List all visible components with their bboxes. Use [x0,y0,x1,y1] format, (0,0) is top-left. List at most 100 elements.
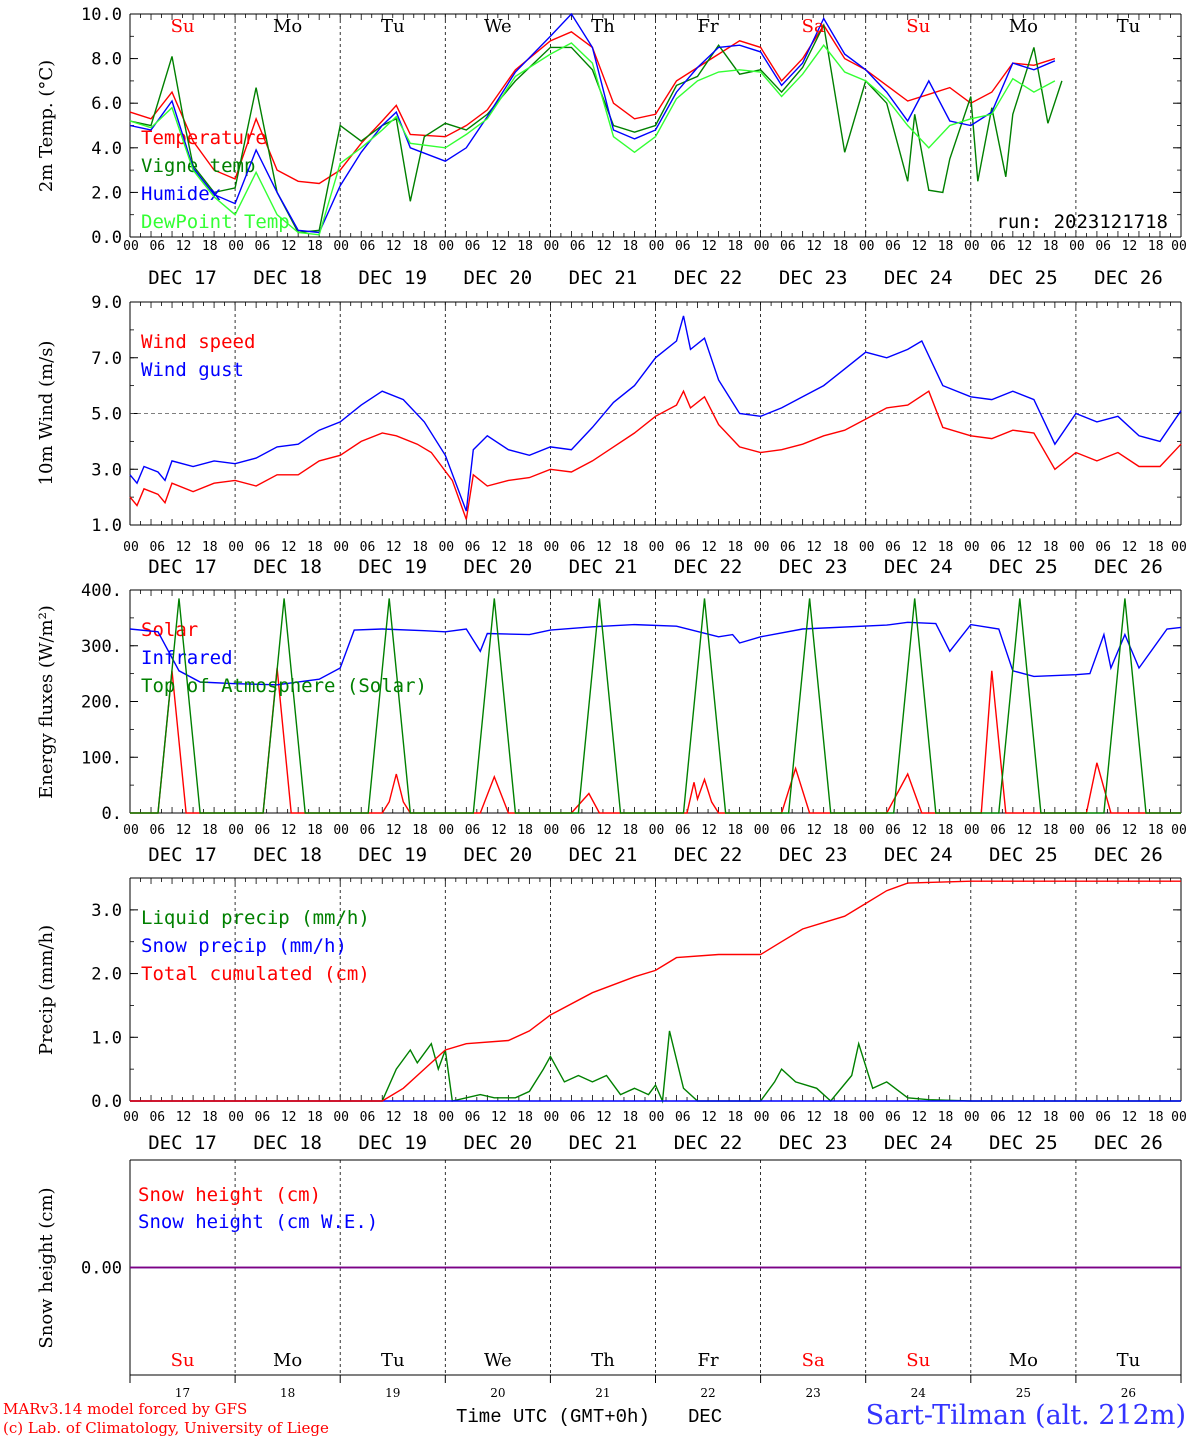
legend-entry: Wind gust [141,359,244,381]
hour-tick-label: 18 [307,540,323,555]
hour-tick-label: 06 [990,823,1006,838]
y-tick-label: 0.0 [91,228,122,248]
hour-tick-label: 00 [228,540,244,555]
date-label: DEC 21 [569,1132,638,1154]
hour-tick-label: 12 [1017,1110,1033,1125]
day-number-label: 22 [700,1386,715,1400]
date-label: DEC 25 [989,844,1058,866]
hour-tick-label: 00 [228,823,244,838]
hour-tick-label: 00 [964,823,980,838]
date-label: DEC 20 [464,556,533,578]
date-label: DEC 26 [1094,1132,1163,1154]
hour-tick-label: 06 [1095,239,1111,254]
hour-tick-label: 12 [386,1110,402,1125]
y-tick-label: 3.0 [91,901,122,921]
hour-tick-label: 12 [491,239,507,254]
hour-tick-label: 18 [202,540,218,555]
date-label: DEC 20 [464,267,533,289]
date-label: DEC 24 [884,1132,953,1154]
hour-tick-label: 18 [517,239,533,254]
series-line-3 [130,598,1181,814]
hour-tick-label: 06 [149,1110,165,1125]
y-tick-label: 2.0 [91,965,122,985]
hour-tick-label: 00 [754,823,770,838]
weekday-label: Su [171,16,195,37]
panel-2: 1.0 3.0 5.0 7.0 9.0 10m Wind (m/s) Wind speed W… [36,293,1187,578]
hour-tick-label: 18 [833,239,849,254]
panel-1: 0.0 2.0 4.0 6.0 8.0 10.0 2m Temp. (°C) Temperat… [36,5,1187,289]
legend-entry: Wind speed [141,331,255,353]
hour-tick-label: 00 [438,540,454,555]
hour-tick-label: 12 [491,823,507,838]
legend-entry: Vigne temp [141,155,255,177]
hour-tick-label: 12 [911,239,927,254]
y-tick-label: 9.0 [91,293,122,313]
hour-tick-label: 06 [360,1110,376,1125]
hour-tick-label: 06 [780,239,796,254]
hour-tick-label: 18 [202,239,218,254]
weekday-label: Mo [273,1350,302,1371]
date-label: DEC 21 [569,844,638,866]
hour-tick-label: 18 [727,823,743,838]
hour-tick-label: 18 [412,239,428,254]
hour-tick-label: 06 [990,1110,1006,1125]
y-tick-label: 7.0 [91,349,122,369]
y-tick-label: 2.0 [91,183,122,203]
y-tick-label: 10.0 [81,5,122,25]
y-axis-label: Energy fluxes (W/m²) [36,605,57,799]
hour-tick-label: 00 [123,239,139,254]
hour-tick-label: 12 [596,239,612,254]
hour-tick-label: 12 [491,1110,507,1125]
hour-tick-label: 18 [1148,540,1164,555]
hour-tick-label: 12 [1017,540,1033,555]
weekday-label: Tu [1117,16,1141,37]
hour-tick-label: 00 [544,239,560,254]
hour-tick-label: 18 [938,239,954,254]
date-label: DEC 25 [989,1132,1058,1154]
hour-tick-label: 18 [1043,239,1059,254]
y-tick-label: 1.0 [91,1028,122,1048]
hour-tick-label: 00 [964,540,980,555]
hour-tick-label: 06 [570,239,586,254]
hour-tick-label: 18 [833,540,849,555]
day-number-label: 19 [385,1386,400,1400]
hour-tick-label: 00 [333,1110,349,1125]
hour-tick-label: 00 [544,1110,560,1125]
hour-tick-label: 00 [859,239,875,254]
hour-tick-label: 00 [438,823,454,838]
hour-tick-label: 12 [596,540,612,555]
panel-5: 0.00 Snow height (cm) Snow height (cm) Snow… [36,1159,1182,1400]
hour-tick-label: 12 [281,540,297,555]
hour-tick-label: 18 [727,239,743,254]
hour-tick-label: 00 [1069,239,1085,254]
legend-entry: Top of Atmosphere (Solar) [141,675,427,697]
date-label: DEC 21 [569,267,638,289]
legend-entry: Snow precip (mm/h) [141,935,347,957]
series-line-1 [130,1030,1181,1104]
legend-entry: Snow height (cm W.E.) [138,1211,378,1233]
weekday-label: Mo [1009,16,1038,37]
date-label: DEC 20 [464,844,533,866]
date-label: DEC 25 [989,267,1058,289]
date-label: DEC 17 [148,844,217,866]
hour-tick-label: 12 [806,239,822,254]
date-label: DEC 17 [148,556,217,578]
y-tick-label: 400. [81,581,122,601]
hour-tick-label: 12 [281,1110,297,1125]
hour-tick-label: 12 [806,823,822,838]
hour-tick-label: 12 [1122,823,1138,838]
hour-tick-label: 12 [911,1110,927,1125]
hour-tick-label: 12 [701,239,717,254]
date-label: DEC 24 [884,844,953,866]
weekday-label: We [484,1350,512,1371]
hour-tick-label: 12 [176,540,192,555]
date-label: DEC 19 [358,267,427,289]
y-tick-label: 8.0 [91,50,122,70]
run-annotation: run: 2023121718 [996,211,1168,233]
hour-tick-label: 00 [859,540,875,555]
hour-tick-label: 18 [307,239,323,254]
hour-tick-label: 00 [1171,239,1187,254]
date-label: DEC 26 [1094,844,1163,866]
day-number-label: 18 [280,1386,295,1400]
hour-tick-label: 18 [727,1110,743,1125]
